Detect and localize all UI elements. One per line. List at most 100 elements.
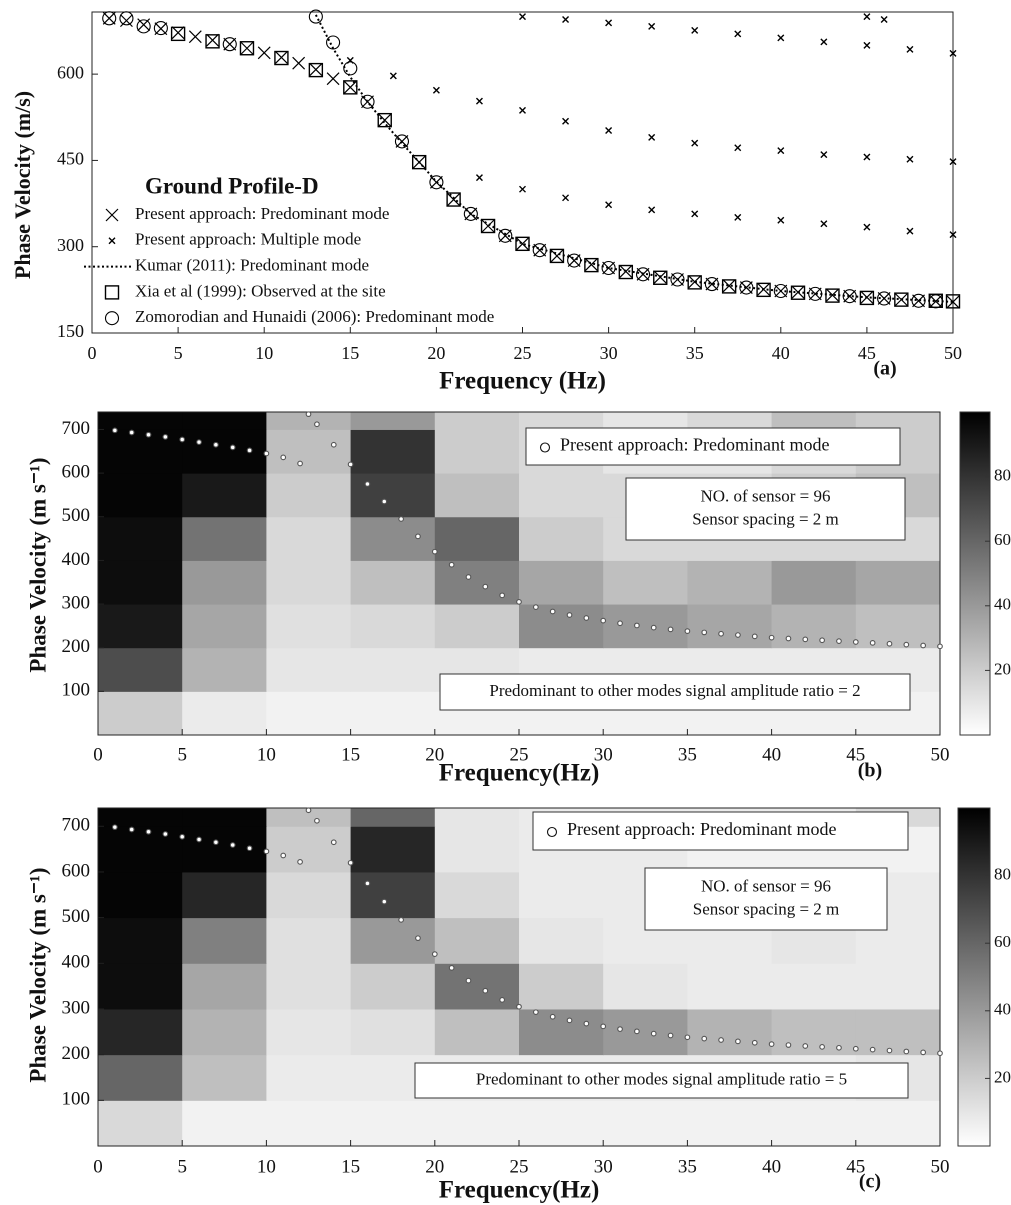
heat-cell (519, 604, 604, 649)
legend-box (525, 427, 901, 466)
heat-cell (98, 691, 183, 736)
y-tick-label: 600 (62, 860, 91, 881)
x-tick-label: 30 (600, 343, 618, 363)
data-point (394, 134, 410, 149)
heat-cell (98, 826, 183, 873)
x-tick-label: 50 (931, 744, 950, 765)
x-tick-label: 5 (177, 1156, 187, 1177)
heat-cell (771, 1008, 857, 1056)
data-point (257, 46, 271, 60)
data-point (937, 643, 943, 650)
heat-cell (98, 412, 183, 430)
data-point (808, 287, 822, 301)
data-point (153, 21, 168, 36)
heat-cell (182, 808, 267, 827)
data-point (619, 265, 633, 278)
data-point (120, 14, 133, 28)
data-point (843, 289, 857, 303)
annotation-text: NO. of sensor = 96 (701, 486, 831, 505)
data-point (785, 635, 792, 642)
data-point (343, 80, 358, 95)
data-point (566, 1017, 573, 1024)
data-point (170, 26, 186, 42)
data-point (213, 441, 219, 448)
data-point (519, 185, 526, 193)
data-point (825, 288, 840, 303)
data-point (246, 845, 253, 852)
data-point (859, 290, 875, 306)
x-tick-label: 0 (93, 1156, 103, 1177)
data-point (330, 839, 337, 846)
heat-cell (434, 1100, 520, 1147)
data-point (721, 279, 737, 294)
heat-cell (855, 604, 941, 649)
heat-cell (603, 412, 688, 430)
data-point (869, 1046, 876, 1053)
heat-cell (182, 647, 267, 692)
data-point (381, 498, 388, 505)
data-point (583, 615, 590, 621)
legend-swatch (108, 237, 116, 245)
x-tick-label: 30 (594, 744, 613, 765)
heat-cell (266, 516, 352, 561)
data-point (691, 139, 699, 147)
x-tick-label: 45 (858, 343, 876, 363)
data-point (533, 243, 547, 257)
legend-label: Present approach: Predominant mode (567, 819, 836, 839)
data-point (128, 429, 135, 436)
y-tick-label: 100 (62, 1089, 91, 1110)
data-point (684, 628, 691, 634)
data-point (691, 26, 699, 34)
y-tick-label: 450 (57, 149, 84, 169)
x-tick-label: 35 (686, 343, 704, 363)
data-point (415, 935, 421, 942)
heat-cell (519, 560, 604, 605)
data-point (347, 859, 354, 866)
x-tick-label: 25 (510, 744, 529, 765)
data-point (475, 174, 483, 182)
data-point (475, 97, 483, 105)
data-point (516, 1003, 522, 1010)
data-point (605, 201, 613, 209)
data-point (377, 112, 392, 128)
heat-cell (603, 1008, 688, 1056)
data-point (773, 283, 788, 299)
data-point (465, 977, 472, 984)
data-point (911, 293, 926, 308)
heat-cell (771, 1100, 857, 1147)
data-point (566, 612, 573, 618)
data-point (562, 117, 570, 125)
heat-cell (98, 647, 183, 692)
heat-cell (266, 871, 352, 919)
heat-cell (182, 429, 267, 474)
heat-cell (519, 963, 604, 1010)
data-point (863, 223, 871, 231)
data-point (274, 51, 288, 64)
legend-swatch (546, 826, 558, 838)
data-point (735, 1038, 741, 1045)
heat-cell (350, 473, 436, 518)
legend-label: Present approach: Predominant mode (135, 204, 389, 223)
y-tick-label: 600 (57, 62, 84, 82)
data-point (880, 15, 888, 23)
data-point (785, 1042, 792, 1048)
data-point (734, 213, 742, 221)
data-point (650, 624, 657, 631)
data-point (802, 1043, 809, 1049)
data-point (448, 561, 455, 568)
heat-cell (434, 826, 520, 873)
data-point (634, 1028, 640, 1035)
data-point (196, 836, 202, 843)
y-axis-label: Phase Velocity (m s⁻¹) (25, 457, 50, 672)
data-point (119, 11, 134, 26)
data-point (480, 218, 496, 234)
heat-cell (603, 963, 688, 1010)
heat-cell (771, 604, 857, 649)
x-tick-label: 25 (510, 1156, 529, 1177)
data-point (297, 460, 303, 467)
heat-cell (266, 691, 352, 736)
heat-cell (266, 412, 352, 430)
x-tick-label: 5 (174, 343, 183, 363)
heat-cell (350, 560, 436, 605)
data-point (949, 49, 957, 57)
